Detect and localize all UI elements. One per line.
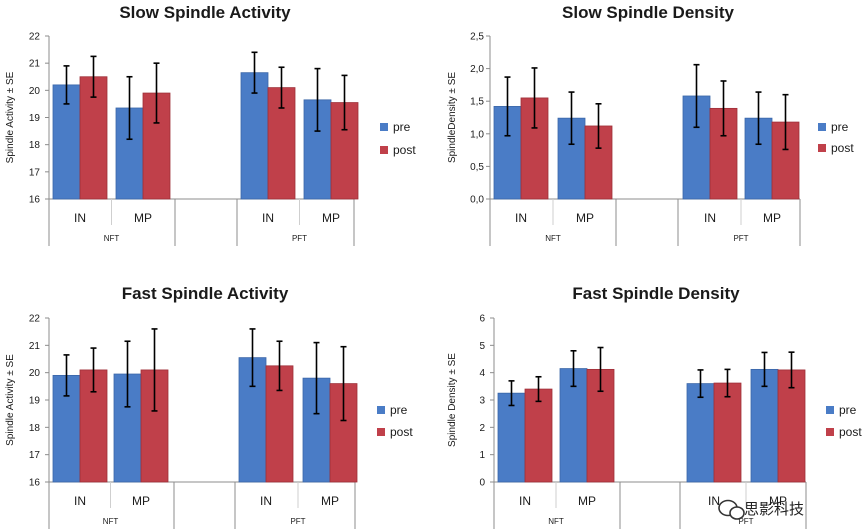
x-group-label: PFT bbox=[738, 517, 753, 526]
x-group-label: PFT bbox=[290, 517, 305, 526]
y-tick-label: 21 bbox=[29, 59, 41, 70]
chart-title: Fast Spindle Density bbox=[572, 284, 740, 303]
bar-post-mp bbox=[777, 369, 806, 483]
legend-label-pre: pre bbox=[393, 120, 411, 134]
x-category-label: IN bbox=[74, 494, 86, 508]
legend-label-post: post bbox=[831, 141, 854, 155]
y-tick-label: 1 bbox=[479, 450, 485, 461]
y-tick-label: 0,0 bbox=[470, 195, 484, 206]
x-category-label: IN bbox=[708, 494, 720, 508]
y-tick-label: 17 bbox=[29, 167, 41, 178]
legend-swatch-pre bbox=[826, 406, 834, 414]
x-category-label: IN bbox=[74, 211, 86, 225]
y-tick-label: 20 bbox=[29, 368, 41, 379]
x-category-label: MP bbox=[321, 494, 339, 508]
bar-post-in bbox=[524, 388, 553, 483]
x-group-label: NFT bbox=[548, 517, 564, 526]
x-category-label: IN bbox=[515, 211, 527, 225]
chart-panel-3: Fast Spindle Activity Spindle Activity ± … bbox=[5, 284, 413, 529]
bar-pre-in bbox=[497, 392, 526, 483]
legend-swatch-post bbox=[818, 144, 826, 152]
legend-swatch-post bbox=[826, 428, 834, 436]
x-category-label: IN bbox=[704, 211, 716, 225]
y-tick-label: 18 bbox=[29, 140, 41, 151]
y-tick-label: 1,5 bbox=[470, 97, 484, 108]
x-group-label: NFT bbox=[103, 517, 119, 526]
y-tick-label: 16 bbox=[29, 195, 41, 206]
legend-swatch-post bbox=[380, 146, 388, 154]
x-group-label: NFT bbox=[104, 234, 120, 243]
watermark-text: 思影科技 bbox=[744, 500, 804, 518]
y-tick-label: 1,0 bbox=[470, 129, 484, 140]
y-tick-label: 21 bbox=[29, 341, 41, 352]
watermark: 思影科技 bbox=[718, 499, 804, 520]
legend-label-pre: pre bbox=[839, 403, 857, 417]
bar-pre-mp bbox=[559, 368, 588, 483]
y-tick-label: 20 bbox=[29, 86, 41, 97]
y-tick-label: 19 bbox=[29, 396, 41, 407]
y-axis-label: Spindle Activity ± SE bbox=[5, 354, 16, 446]
y-tick-label: 5 bbox=[479, 341, 485, 352]
y-tick-label: 6 bbox=[479, 314, 485, 325]
x-category-label: MP bbox=[578, 494, 596, 508]
y-tick-label: 16 bbox=[29, 478, 41, 489]
bar-pre-mp bbox=[750, 368, 779, 483]
x-category-label: MP bbox=[134, 211, 152, 225]
wechat-icon bbox=[718, 499, 745, 520]
y-tick-label: 22 bbox=[29, 314, 41, 325]
y-tick-label: 0 bbox=[479, 478, 485, 489]
x-group-label: PFT bbox=[733, 234, 748, 243]
legend-swatch-pre bbox=[818, 123, 826, 131]
bar-post-in bbox=[713, 382, 742, 483]
y-tick-label: 19 bbox=[29, 113, 41, 124]
x-category-label: IN bbox=[262, 211, 274, 225]
x-category-label: MP bbox=[769, 494, 787, 508]
chart-panel-1: Slow Spindle Activity Spindle Activity ± … bbox=[5, 3, 416, 246]
y-axis-label: Spindle Activity ± SE bbox=[5, 71, 16, 163]
x-category-label: MP bbox=[132, 494, 150, 508]
y-axis-label: SpindleDensity ± SE bbox=[447, 72, 458, 163]
y-tick-label: 0,5 bbox=[470, 162, 484, 173]
chart-panel-2: Slow Spindle Density SpindleDensity ± SE 0… bbox=[447, 3, 854, 246]
y-axis-label: Spindle Density ± SE bbox=[447, 353, 458, 447]
chart-title: Slow Spindle Density bbox=[562, 3, 734, 22]
legend-label-post: post bbox=[839, 425, 862, 439]
y-tick-label: 3 bbox=[479, 396, 485, 407]
legend-label-pre: pre bbox=[390, 403, 408, 417]
legend-swatch-pre bbox=[380, 123, 388, 131]
y-tick-label: 2 bbox=[479, 423, 485, 434]
chart-panel-4: Fast Spindle Density Spindle Density ± SE… bbox=[447, 284, 862, 529]
legend-label-post: post bbox=[390, 425, 413, 439]
y-tick-label: 2,0 bbox=[470, 64, 484, 75]
y-tick-label: 4 bbox=[479, 368, 485, 379]
chart-title: Slow Spindle Activity bbox=[119, 3, 291, 22]
wechat-bubble-small bbox=[729, 506, 745, 520]
x-category-label: IN bbox=[260, 494, 272, 508]
bar-pre-in bbox=[686, 383, 715, 483]
legend-swatch-post bbox=[377, 428, 385, 436]
x-group-label: NFT bbox=[545, 234, 561, 243]
x-category-label: IN bbox=[519, 494, 531, 508]
chart-title: Fast Spindle Activity bbox=[122, 284, 289, 303]
legend-label-pre: pre bbox=[831, 120, 849, 134]
x-category-label: MP bbox=[576, 211, 594, 225]
y-tick-label: 22 bbox=[29, 32, 41, 43]
legend-swatch-pre bbox=[377, 406, 385, 414]
legend-label-post: post bbox=[393, 143, 416, 157]
y-tick-label: 18 bbox=[29, 423, 41, 434]
y-tick-label: 17 bbox=[29, 450, 41, 461]
bar-pre-in bbox=[238, 357, 267, 483]
y-tick-label: 2,5 bbox=[470, 32, 484, 43]
x-category-label: MP bbox=[763, 211, 781, 225]
x-category-label: MP bbox=[322, 211, 340, 225]
x-group-label: PFT bbox=[292, 234, 307, 243]
